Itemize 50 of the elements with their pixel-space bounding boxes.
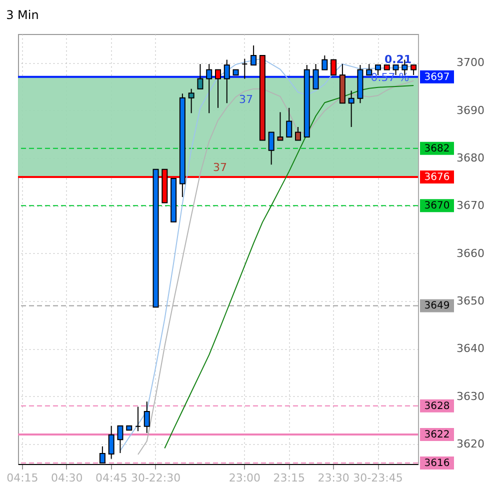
- x-tick-label: 23:00: [228, 472, 261, 484]
- annotation: 37: [239, 93, 253, 106]
- candlestick: [188, 88, 194, 114]
- ref-line-label: 3676: [424, 172, 450, 184]
- x-tick-label: 30-22:30: [130, 472, 181, 484]
- candlestick: [286, 107, 292, 138]
- candlestick: [117, 425, 124, 454]
- candlestick: [108, 425, 114, 460]
- x-tick-label: 23:30: [318, 472, 350, 484]
- chart-title: 3 Min: [6, 8, 39, 22]
- ref-line-label: 3670: [424, 200, 450, 212]
- ref-line-label: 3682: [424, 143, 450, 154]
- candlestick: [295, 126, 301, 141]
- y-tick-label: 3630: [456, 390, 484, 403]
- ref-line-label: 3649: [424, 300, 450, 312]
- x-tick-label: 04:30: [51, 472, 83, 484]
- annotation: 0.21: [384, 53, 412, 66]
- candlestick: [366, 64, 372, 76]
- candlestick: [277, 112, 284, 141]
- candlestick: [242, 58, 248, 80]
- candlestick: [322, 54, 328, 70]
- x-tick-label: 30-23:45: [353, 472, 403, 484]
- y-tick-label: 3660: [456, 246, 484, 260]
- y-tick-label: 3680: [456, 151, 484, 164]
- ref-line-label: 3622: [424, 429, 450, 440]
- y-tick-label: 3650: [456, 294, 484, 308]
- candlestick: [206, 64, 212, 114]
- y-tick-label: 3690: [456, 104, 484, 117]
- candlestick: [312, 64, 319, 90]
- candlestick: [330, 59, 337, 76]
- candlestick: [215, 69, 221, 108]
- ref-line-label: 3628: [424, 400, 450, 412]
- candlestick: [348, 90, 354, 128]
- ref-line-label: 3616: [424, 458, 450, 470]
- y-tick-label: 3640: [456, 342, 484, 356]
- candlestick: [250, 44, 257, 66]
- candlestick: [268, 132, 274, 166]
- y-tick-label: 3620: [456, 437, 484, 450]
- ref-line-label: 3697: [424, 72, 450, 83]
- candlestick: [135, 406, 141, 432]
- y-tick-label: 3670: [456, 199, 484, 212]
- annotation: 37: [213, 161, 227, 174]
- candlestick: [410, 64, 417, 76]
- y-tick-label: 3700: [456, 56, 484, 70]
- candlestick: [144, 401, 150, 434]
- candlestick: [197, 64, 204, 90]
- x-tick-label: 04:45: [95, 472, 128, 484]
- candlestick: [224, 59, 230, 104]
- x-tick-label: 23:15: [273, 472, 305, 484]
- x-tick-label: 04:15: [6, 472, 38, 484]
